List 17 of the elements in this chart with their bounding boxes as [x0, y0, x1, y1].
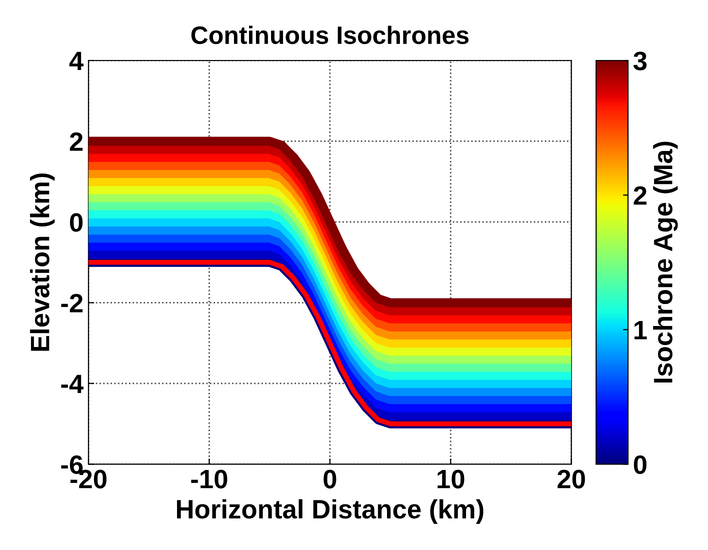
- y-tick-label: -4: [61, 374, 84, 394]
- x-tick-label: -10: [191, 470, 228, 488]
- x-tick-label: 20: [558, 470, 585, 488]
- y-tick-label: -2: [61, 294, 83, 312]
- x-axis-title: Horizontal Distance (km): [177, 499, 484, 524]
- color-bar-label: 1: [634, 321, 647, 340]
- y-tick-label: 0: [70, 213, 83, 232]
- color-bar-label: 3: [633, 52, 647, 70]
- y-tick-label: 2: [70, 132, 83, 151]
- y-axis-title: Elevation (km): [30, 173, 55, 351]
- x-tick-label: 0: [324, 470, 336, 488]
- color-bar-label: 0: [634, 455, 646, 474]
- chart-title: Continuous Isochrones: [191, 26, 468, 44]
- color-bar-title: Isochrone Age (Ma): [653, 142, 678, 383]
- color-bar-label: 2: [634, 186, 646, 205]
- x-tick-label: 10: [438, 470, 464, 488]
- y-tick-label: 4: [69, 52, 84, 70]
